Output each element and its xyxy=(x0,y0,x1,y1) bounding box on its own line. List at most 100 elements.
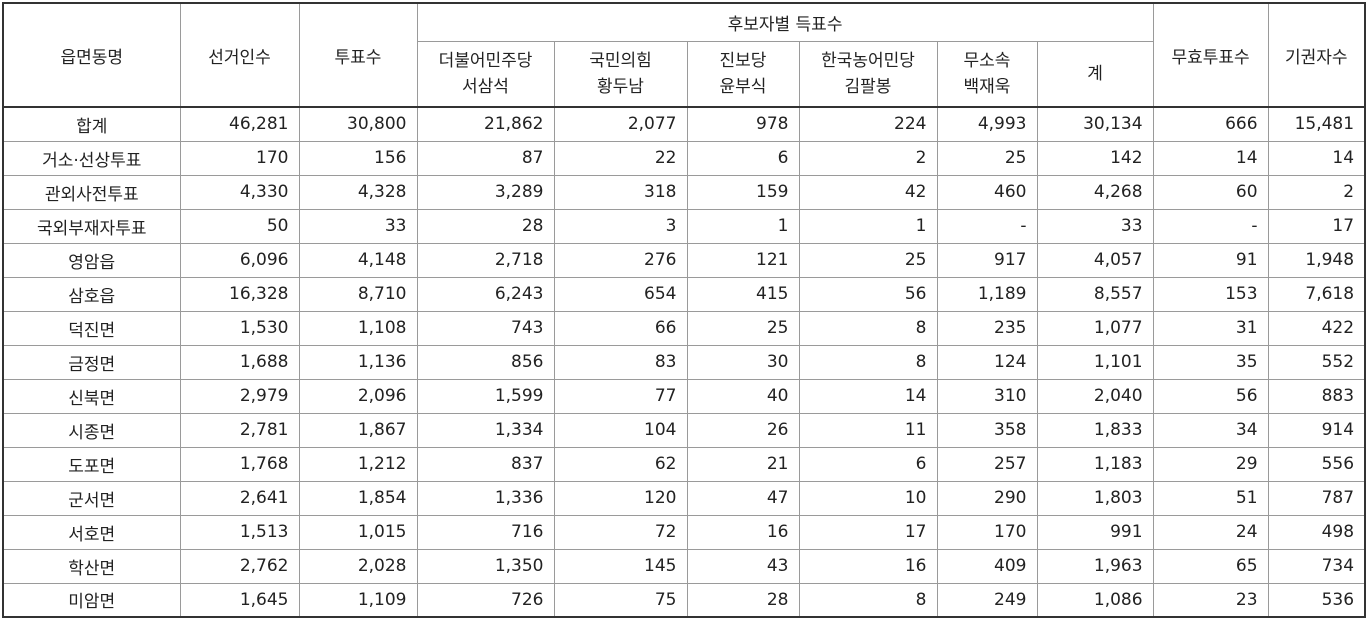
cell-cand-5: 409 xyxy=(936,548,1038,584)
cell-voters: 2,028 xyxy=(298,548,418,584)
cell-cand-2: 145 xyxy=(553,548,688,584)
cell-total: 4,057 xyxy=(1036,242,1154,278)
cell-cand-2: 3 xyxy=(553,208,688,244)
header-invalid: 무효투표수 xyxy=(1152,2,1269,108)
cell-invalid: 24 xyxy=(1152,514,1269,550)
header-candidate-4: 한국농어민당 김팔봉 xyxy=(798,40,938,108)
cell-electors: 16,328 xyxy=(179,276,300,312)
cell-invalid: 29 xyxy=(1152,446,1269,482)
header-total: 계 xyxy=(1036,40,1154,108)
cell-cand-1: 3,289 xyxy=(416,174,555,210)
cell-voters: 8,710 xyxy=(298,276,418,312)
cell-cand-3: 28 xyxy=(686,582,800,618)
cell-total: 1,101 xyxy=(1036,344,1154,380)
election-results-table: 읍면동명 선거인수 투표수 후보자별 득표수 무효투표수 기권자수 더불어민주당… xyxy=(2,2,1366,618)
cell-total: 142 xyxy=(1036,140,1154,176)
header-candidate-2: 국민의힘 황두남 xyxy=(553,40,688,108)
cell-invalid: 14 xyxy=(1152,140,1269,176)
table-row: 학산면 2,762 2,028 1,350 145 43 16 409 1,963 65 734 xyxy=(2,548,1366,584)
table-row: 서호면 1,513 1,015 716 72 16 17 170 991 24 498 xyxy=(2,514,1366,550)
cell-cand-5: 25 xyxy=(936,140,1038,176)
cell-cand-2: 66 xyxy=(553,310,688,346)
cell-cand-1: 21,862 xyxy=(416,106,555,142)
cell-cand-2: 22 xyxy=(553,140,688,176)
cell-cand-4: 224 xyxy=(798,106,938,142)
cell-cand-5: 124 xyxy=(936,344,1038,380)
cell-voters: 156 xyxy=(298,140,418,176)
cell-district-name: 덕진면 xyxy=(2,310,181,346)
cell-district-name: 군서면 xyxy=(2,480,181,516)
candidate-name: 김팔봉 xyxy=(844,76,892,97)
cell-cand-3: 978 xyxy=(686,106,800,142)
cell-total: 1,963 xyxy=(1036,548,1154,584)
cell-electors: 2,979 xyxy=(179,378,300,414)
cell-cand-1: 1,350 xyxy=(416,548,555,584)
cell-abstain: 422 xyxy=(1267,310,1366,346)
cell-cand-2: 2,077 xyxy=(553,106,688,142)
cell-electors: 6,096 xyxy=(179,242,300,278)
cell-cand-5: 170 xyxy=(936,514,1038,550)
cell-abstain: 2 xyxy=(1267,174,1366,210)
cell-total: 2,040 xyxy=(1036,378,1154,414)
cell-district-name: 미암면 xyxy=(2,582,181,618)
cell-cand-2: 75 xyxy=(553,582,688,618)
cell-abstain: 498 xyxy=(1267,514,1366,550)
cell-voters: 33 xyxy=(298,208,418,244)
cell-district-name: 관외사전투표 xyxy=(2,174,181,210)
cell-cand-2: 318 xyxy=(553,174,688,210)
candidate-party: 국민의힘 xyxy=(589,50,652,71)
cell-total: 991 xyxy=(1036,514,1154,550)
cell-invalid: 31 xyxy=(1152,310,1269,346)
cell-cand-5: 235 xyxy=(936,310,1038,346)
table-row: 거소·선상투표 170 156 87 22 6 2 25 142 14 14 xyxy=(2,140,1366,176)
cell-cand-3: 43 xyxy=(686,548,800,584)
cell-electors: 46,281 xyxy=(179,106,300,142)
cell-district-name: 영암읍 xyxy=(2,242,181,278)
cell-abstain: 734 xyxy=(1267,548,1366,584)
cell-electors: 4,330 xyxy=(179,174,300,210)
cell-cand-2: 120 xyxy=(553,480,688,516)
cell-cand-2: 104 xyxy=(553,412,688,448)
cell-cand-1: 1,336 xyxy=(416,480,555,516)
table-header: 읍면동명 선거인수 투표수 후보자별 득표수 무효투표수 기권자수 더불어민주당… xyxy=(2,2,1366,108)
table-row: 신북면 2,979 2,096 1,599 77 40 14 310 2,040 56 883 xyxy=(2,378,1366,414)
cell-cand-3: 26 xyxy=(686,412,800,448)
cell-cand-5: 917 xyxy=(936,242,1038,278)
cell-cand-3: 25 xyxy=(686,310,800,346)
cell-cand-1: 1,334 xyxy=(416,412,555,448)
cell-voters: 1,212 xyxy=(298,446,418,482)
cell-cand-1: 87 xyxy=(416,140,555,176)
table-row: 덕진면 1,530 1,108 743 66 25 8 235 1,077 31 422 xyxy=(2,310,1366,346)
cell-invalid: 91 xyxy=(1152,242,1269,278)
cell-cand-3: 16 xyxy=(686,514,800,550)
cell-voters: 4,328 xyxy=(298,174,418,210)
header-candidate-5: 무소속 백재욱 xyxy=(936,40,1038,108)
candidate-name: 윤부식 xyxy=(719,76,767,97)
cell-voters: 1,867 xyxy=(298,412,418,448)
header-electors: 선거인수 xyxy=(179,2,300,108)
cell-cand-1: 837 xyxy=(416,446,555,482)
cell-cand-2: 83 xyxy=(553,344,688,380)
cell-cand-3: 47 xyxy=(686,480,800,516)
cell-electors: 1,645 xyxy=(179,582,300,618)
cell-cand-5: 290 xyxy=(936,480,1038,516)
cell-cand-1: 856 xyxy=(416,344,555,380)
cell-cand-4: 16 xyxy=(798,548,938,584)
cell-total: 1,086 xyxy=(1036,582,1154,618)
cell-cand-4: 8 xyxy=(798,582,938,618)
cell-cand-4: 14 xyxy=(798,378,938,414)
cell-voters: 30,800 xyxy=(298,106,418,142)
cell-cand-1: 2,718 xyxy=(416,242,555,278)
candidate-name: 백재욱 xyxy=(963,76,1011,97)
cell-cand-3: 121 xyxy=(686,242,800,278)
cell-abstain: 14 xyxy=(1267,140,1366,176)
cell-cand-3: 159 xyxy=(686,174,800,210)
table-row: 국외부재자투표 50 33 28 3 1 1-33-17 xyxy=(2,208,1366,244)
cell-electors: 1,768 xyxy=(179,446,300,482)
cell-district-name: 서호면 xyxy=(2,514,181,550)
cell-cand-5: 1,189 xyxy=(936,276,1038,312)
cell-electors: 2,641 xyxy=(179,480,300,516)
cell-cand-3: 40 xyxy=(686,378,800,414)
cell-cand-1: 716 xyxy=(416,514,555,550)
header-candidate-1: 더불어민주당 서삼석 xyxy=(416,40,555,108)
